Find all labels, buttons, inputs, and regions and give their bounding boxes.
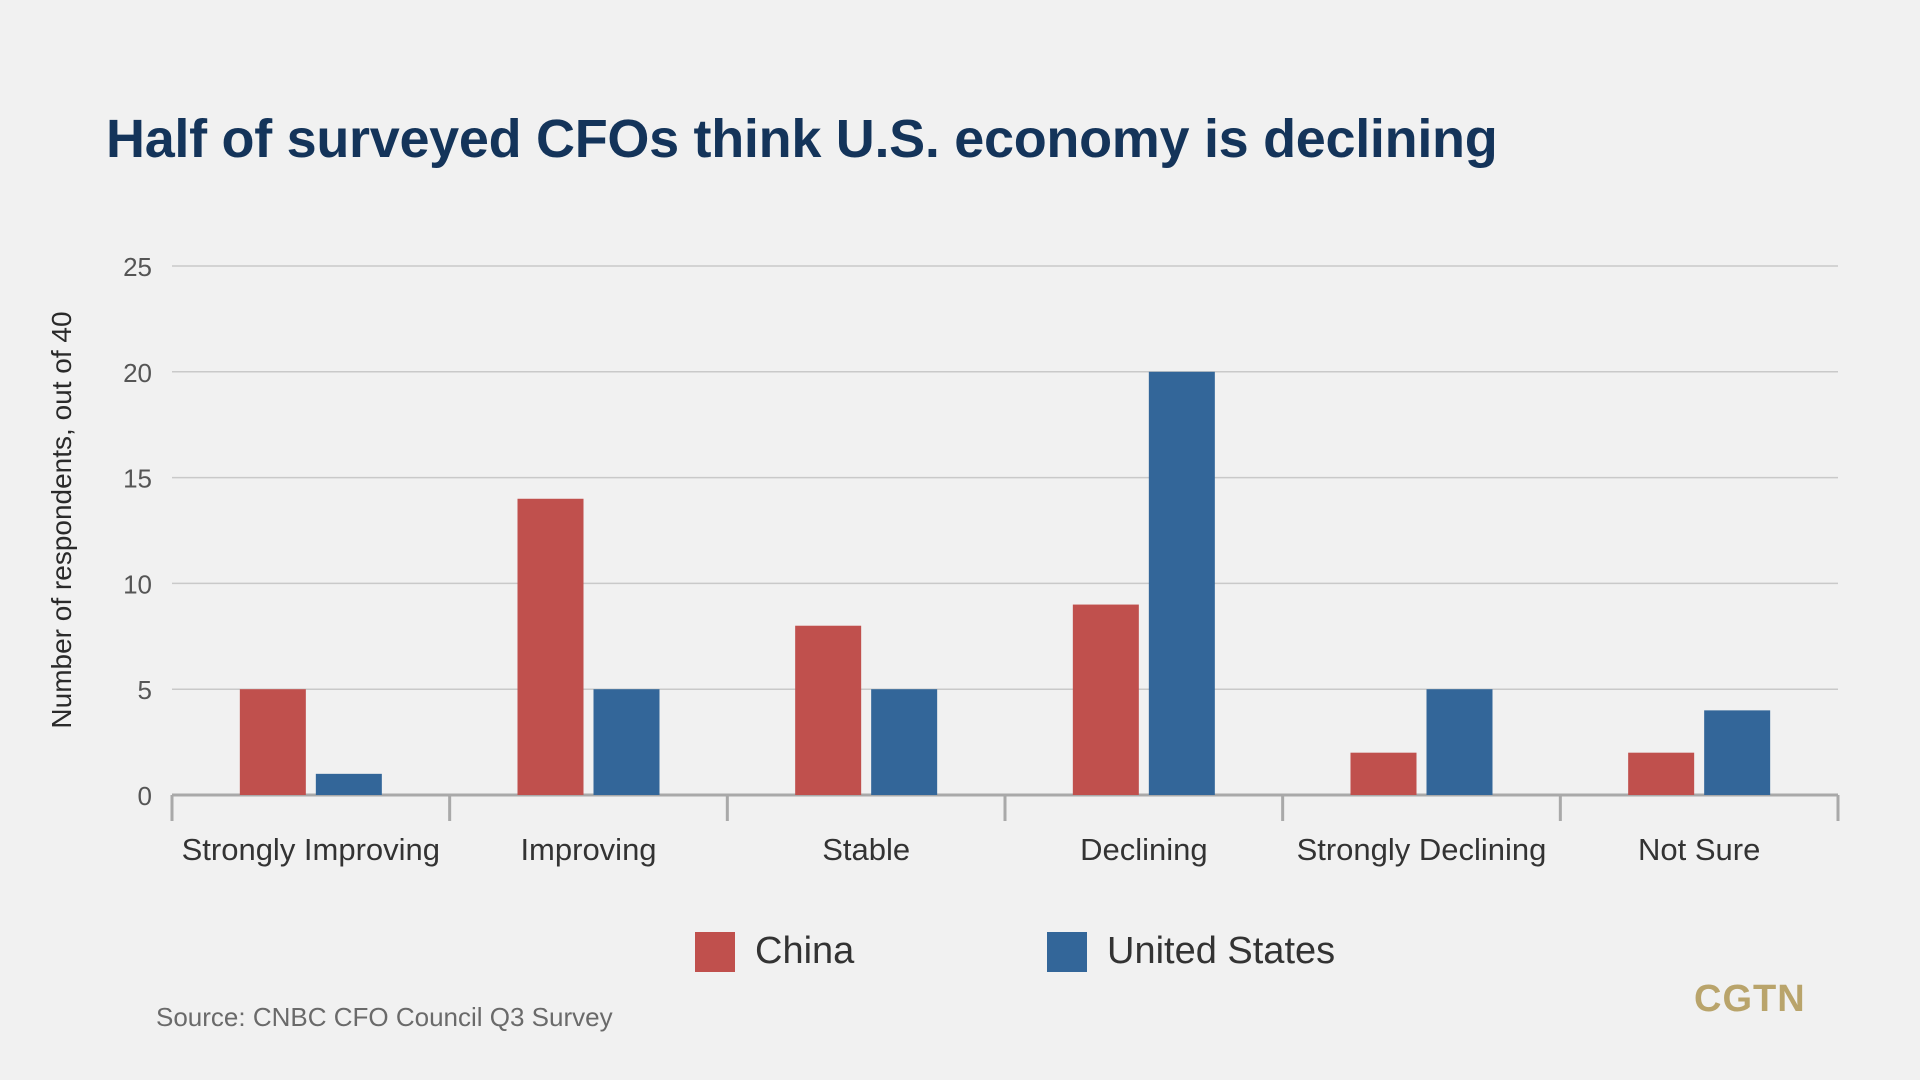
legend-swatch-united-states [1047, 931, 1087, 972]
legend-label-united-states: United States [1107, 930, 1336, 972]
bar-chart: 0 5 10 15 20 25 Strongly Improving Improving Sta… [123, 252, 1840, 867]
x-tick-label: Stable [822, 832, 910, 867]
y-tick-label: 25 [123, 252, 152, 282]
x-tick-label: Improving [520, 832, 656, 867]
y-tick-label: 10 [123, 569, 152, 599]
cgtn-logo: CGTN [1694, 978, 1806, 1020]
bar-china [239, 689, 306, 795]
bar-united-states [1704, 710, 1771, 795]
bar-china [1628, 752, 1695, 795]
x-tick-label: Declining [1080, 832, 1208, 867]
bar-china [517, 498, 584, 795]
legend-label-china: China [755, 930, 855, 972]
legend-item-united-states: United States [1047, 930, 1335, 973]
y-tick-label: 15 [123, 464, 152, 494]
y-tick-label: 5 [138, 675, 152, 705]
x-tick-label: Not Sure [1638, 832, 1760, 867]
bar-united-states [593, 689, 660, 795]
y-tick-label: 0 [138, 781, 152, 811]
source-note: Source: CNBC CFO Council Q3 Survey [156, 1002, 613, 1032]
bar-united-states [1426, 689, 1493, 795]
x-tick-label: Strongly Declining [1297, 832, 1547, 867]
bar-united-states [871, 689, 938, 795]
legend: China United States [0, 930, 1920, 974]
legend-swatch-china [695, 931, 735, 972]
bar-china [795, 625, 862, 795]
bar-united-states [1148, 371, 1215, 795]
y-tick-label: 20 [123, 358, 152, 388]
bar-united-states [315, 773, 382, 795]
x-tick-label: Strongly Improving [182, 832, 440, 867]
legend-item-china: China [695, 930, 854, 973]
bar-china [1350, 752, 1417, 795]
chart-title: Half of surveyed CFOs think U.S. economy… [106, 109, 1498, 169]
bar-china [1072, 604, 1139, 795]
